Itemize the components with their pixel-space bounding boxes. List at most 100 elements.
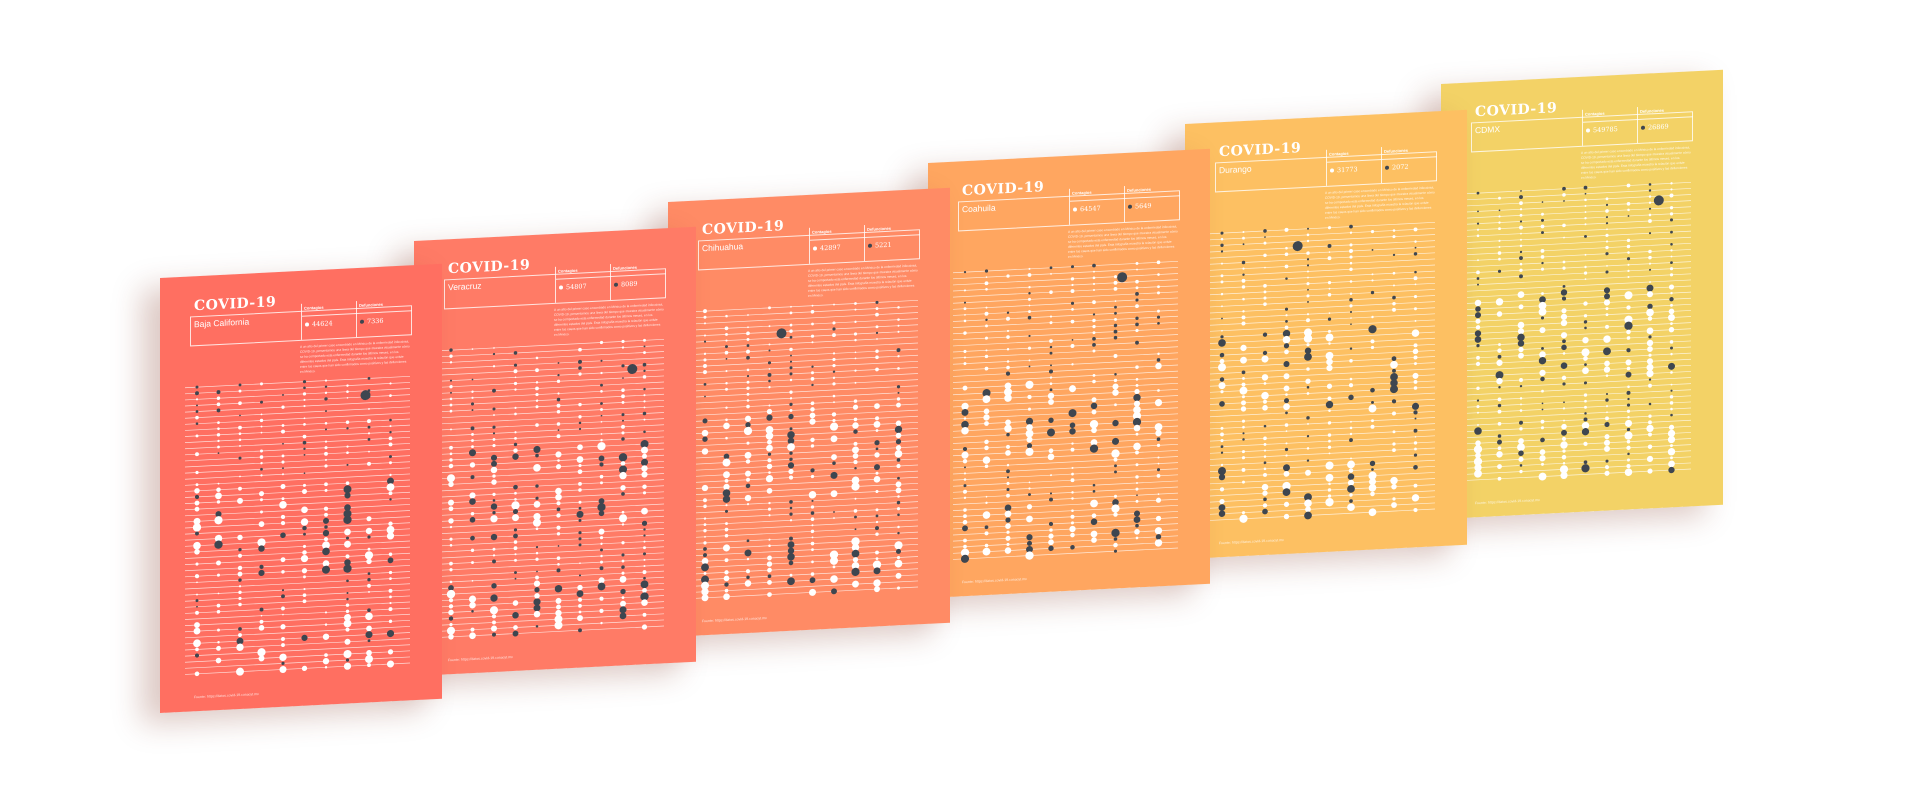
death-dot — [1220, 243, 1224, 247]
timeline-row — [693, 513, 918, 526]
death-dot — [1648, 335, 1652, 339]
case-dot — [556, 532, 561, 536]
source-note: Fuente: https://datos.covid-19.conacyt.m… — [1475, 497, 1540, 506]
case-dot — [1135, 365, 1139, 369]
death-dot — [619, 612, 627, 620]
death-dot — [1476, 343, 1480, 348]
case-dot — [386, 525, 395, 534]
death-dot — [282, 467, 284, 470]
case-dot — [324, 488, 328, 492]
case-dot — [195, 452, 199, 457]
death-dot — [1114, 311, 1117, 315]
case-dot — [492, 365, 496, 368]
case-dot — [1241, 278, 1246, 283]
case-dot — [1283, 385, 1290, 392]
case-dot — [1475, 361, 1481, 367]
case-dot — [1328, 342, 1331, 345]
death-dot — [1371, 400, 1374, 404]
timeline-row — [1210, 319, 1435, 332]
death-dot — [618, 465, 628, 474]
case-dot — [789, 378, 793, 382]
case-dot — [1069, 525, 1076, 533]
case-dot — [875, 520, 879, 524]
case-dot — [1584, 278, 1587, 281]
case-dot — [365, 527, 373, 535]
death-dot — [389, 431, 392, 434]
case-dot — [1090, 530, 1098, 538]
death-dot — [1092, 343, 1096, 347]
case-dot — [703, 364, 707, 368]
case-dot — [303, 423, 306, 426]
case-dot — [194, 488, 200, 494]
case-dot — [852, 453, 859, 459]
case-dot — [897, 525, 900, 529]
case-dot — [1111, 504, 1120, 513]
timeline-row — [953, 468, 1178, 481]
death-dot — [1476, 191, 1480, 195]
case-dot — [810, 407, 815, 412]
case-dot — [1497, 409, 1502, 414]
state-name: Durango — [1219, 163, 1252, 176]
death-dot — [1221, 317, 1223, 320]
case-dot — [557, 459, 560, 462]
case-dot — [1477, 423, 1479, 426]
case-dot — [1327, 256, 1332, 261]
case-dot — [1390, 360, 1398, 369]
case-dot — [1263, 296, 1267, 300]
case-dot — [643, 400, 646, 403]
timeline-plot — [693, 299, 918, 602]
case-dot — [643, 406, 646, 409]
death-dot — [766, 414, 773, 421]
case-dot — [703, 322, 707, 325]
death-dot — [302, 380, 307, 384]
death-dot — [703, 382, 707, 386]
timeline-row — [1210, 313, 1435, 326]
death-dot — [1563, 401, 1565, 404]
timeline-row — [185, 449, 410, 462]
death-dot — [1155, 534, 1162, 540]
death-dot — [1561, 344, 1567, 351]
poster-durango: COVID-19 Durango Contagios 31773 Defunciones… — [1185, 109, 1467, 560]
death-dot — [513, 442, 518, 447]
case-dot — [1071, 363, 1074, 366]
case-dot — [237, 534, 243, 541]
case-dot — [492, 474, 496, 478]
death-dot — [725, 357, 728, 360]
timeline-row — [439, 375, 664, 388]
death-dot — [1350, 323, 1352, 326]
case-dot — [301, 665, 308, 672]
death-dot — [1307, 288, 1309, 291]
case-dot — [554, 615, 563, 624]
death-dot — [1561, 429, 1567, 436]
case-dot — [1541, 292, 1544, 295]
case-dot — [1518, 438, 1524, 444]
death-dot — [1371, 248, 1374, 251]
case-dot — [963, 331, 967, 335]
case-dot — [1028, 487, 1031, 490]
case-dot — [1473, 445, 1483, 454]
case-dot — [811, 322, 814, 326]
case-dot — [216, 396, 221, 400]
case-dot — [388, 552, 393, 556]
case-dot — [1090, 499, 1098, 508]
death-dot — [1627, 397, 1630, 401]
timeline-row — [1466, 444, 1691, 457]
death-dot — [1026, 443, 1033, 449]
case-dot — [195, 610, 199, 615]
death-dot — [578, 628, 582, 633]
case-dot — [1517, 328, 1525, 335]
death-dot — [1133, 516, 1141, 524]
case-dot — [701, 581, 709, 590]
case-dot — [1219, 487, 1225, 492]
death-dot — [578, 366, 582, 370]
case-dot — [1561, 308, 1567, 314]
death-dot — [1006, 432, 1010, 437]
case-dot — [237, 553, 243, 558]
timeline-row — [1466, 291, 1691, 304]
case-dot — [1646, 339, 1654, 347]
death-dot — [1071, 265, 1074, 269]
timeline-row — [1210, 423, 1435, 436]
case-dot — [1154, 423, 1163, 431]
case-dot — [281, 429, 285, 434]
case-dot — [1371, 315, 1374, 319]
